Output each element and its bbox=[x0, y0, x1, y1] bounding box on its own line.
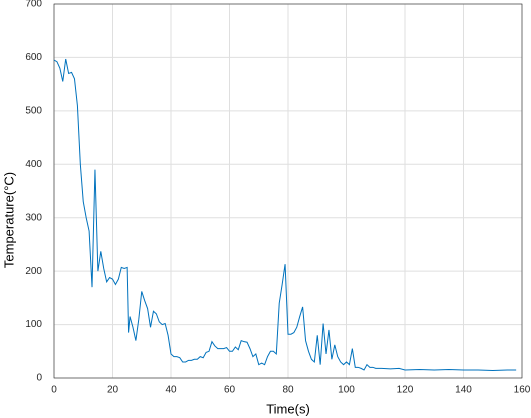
plot-frame bbox=[53, 3, 523, 379]
x-tick-label: 120 bbox=[397, 385, 414, 396]
y-tick-label: 100 bbox=[25, 319, 42, 330]
y-tick-label: 300 bbox=[25, 212, 42, 223]
x-tick-label: 100 bbox=[338, 385, 355, 396]
y-axis-label: Temperature(°C) bbox=[1, 172, 16, 268]
x-tick-label: 0 bbox=[51, 385, 57, 396]
y-tick-label: 200 bbox=[25, 266, 42, 277]
y-tick-label: 600 bbox=[25, 52, 42, 63]
x-tick-label: 20 bbox=[107, 385, 119, 396]
data-line bbox=[53, 58, 517, 372]
y-tick-label: 0 bbox=[36, 373, 42, 384]
x-tick-label: 80 bbox=[282, 385, 294, 396]
y-tick-label: 500 bbox=[25, 105, 42, 116]
x-tick-label: 140 bbox=[455, 385, 472, 396]
x-axis-label: Time(s) bbox=[266, 401, 310, 416]
x-tick-label: 160 bbox=[514, 385, 531, 396]
x-tick-label: 40 bbox=[165, 385, 177, 396]
y-tick-label: 700 bbox=[25, 0, 42, 10]
x-tick-label: 60 bbox=[224, 385, 236, 396]
y-tick-label: 400 bbox=[25, 159, 42, 170]
